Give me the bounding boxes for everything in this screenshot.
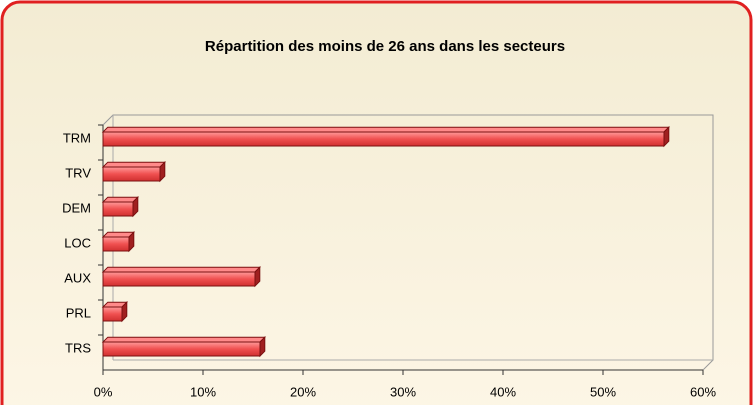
bar-top <box>101 336 267 343</box>
bar <box>102 306 123 322</box>
x-tick-label: 10% <box>190 384 216 399</box>
x-tick-label: 60% <box>690 384 716 399</box>
y-tick-label: TRV <box>65 165 91 180</box>
x-tick-label: 0% <box>94 384 113 399</box>
y-tick-label: PRL <box>66 305 91 320</box>
y-tick-label: TRS <box>65 340 91 355</box>
bar <box>102 201 134 217</box>
bar <box>102 166 161 182</box>
y-tick-label: DEM <box>62 200 91 215</box>
bar-top <box>101 161 167 168</box>
x-tick-label: 20% <box>290 384 316 399</box>
chart-title: Répartition des moins de 26 ans dans les… <box>205 38 565 55</box>
bar <box>102 236 130 252</box>
y-tick-label: TRM <box>63 130 91 145</box>
x-tick-label: 50% <box>590 384 616 399</box>
bar-top <box>101 126 671 133</box>
y-tick-label: LOC <box>64 235 91 250</box>
y-tick-label: AUX <box>64 270 91 285</box>
bar <box>102 271 256 287</box>
x-tick-label: 30% <box>390 384 416 399</box>
bar-top <box>101 196 140 203</box>
bar <box>102 131 665 147</box>
x-tick-label: 40% <box>490 384 516 399</box>
bar <box>102 341 261 357</box>
bar-top <box>101 266 262 273</box>
